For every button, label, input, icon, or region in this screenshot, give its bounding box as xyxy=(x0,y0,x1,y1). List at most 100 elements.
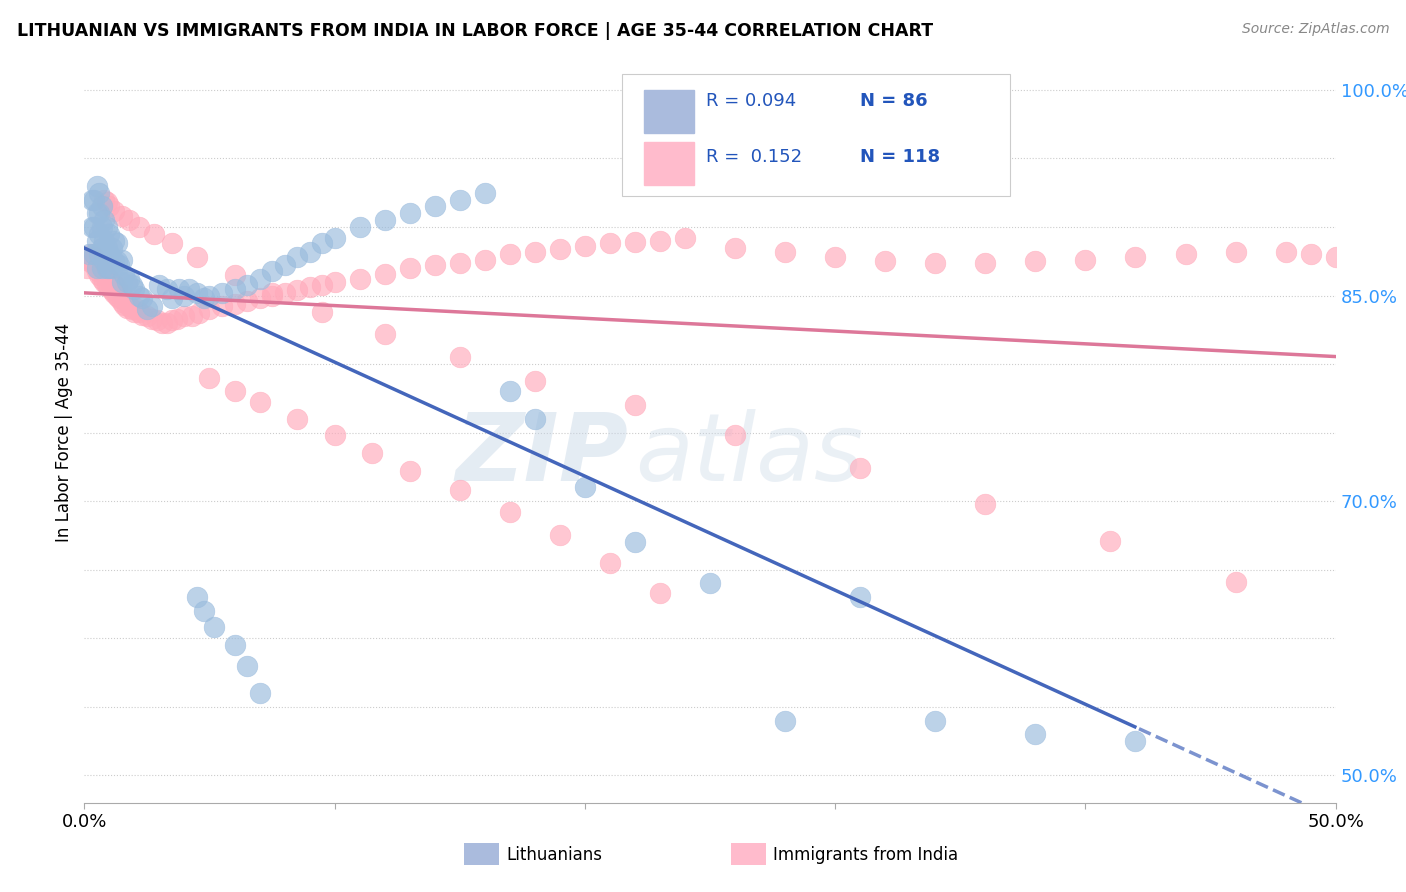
Point xyxy=(523,244,546,259)
Point xyxy=(673,231,696,245)
Point xyxy=(298,244,321,259)
Point xyxy=(103,203,125,218)
Point xyxy=(374,267,396,281)
Point xyxy=(211,300,233,314)
Point xyxy=(86,261,108,276)
Point xyxy=(83,250,105,264)
Point xyxy=(89,268,111,282)
Point xyxy=(128,219,150,234)
Point xyxy=(648,586,671,600)
Point xyxy=(121,302,143,317)
Point xyxy=(86,178,108,193)
Point xyxy=(523,374,546,388)
Point xyxy=(98,247,121,261)
Point xyxy=(374,213,396,227)
Point xyxy=(974,255,997,269)
Point xyxy=(103,254,125,268)
Point xyxy=(141,311,163,326)
Point xyxy=(105,280,128,294)
Point xyxy=(1099,533,1122,548)
Point xyxy=(166,311,188,326)
Point xyxy=(103,285,125,300)
Point xyxy=(83,193,105,207)
Point xyxy=(169,282,191,296)
Point xyxy=(285,412,308,426)
Point xyxy=(111,209,134,223)
Point xyxy=(80,254,103,268)
Point xyxy=(105,288,128,302)
Point xyxy=(1174,247,1197,261)
Point xyxy=(249,272,271,286)
Point xyxy=(311,277,333,292)
Point xyxy=(111,295,134,310)
Point xyxy=(96,277,118,292)
Point xyxy=(323,428,346,442)
Point xyxy=(93,213,115,227)
Point xyxy=(156,316,179,330)
Point xyxy=(141,300,163,314)
Point xyxy=(105,236,128,251)
Text: R = 0.094: R = 0.094 xyxy=(706,92,797,110)
Point xyxy=(249,291,271,305)
Text: N = 86: N = 86 xyxy=(860,92,928,110)
Point xyxy=(198,371,221,385)
Point xyxy=(101,275,124,289)
Point xyxy=(474,186,496,200)
Point xyxy=(98,272,121,286)
Point xyxy=(96,269,118,284)
Point xyxy=(204,620,226,634)
Point xyxy=(624,535,647,549)
Point xyxy=(80,219,103,234)
Text: Immigrants from India: Immigrants from India xyxy=(773,846,959,863)
Text: R =  0.152: R = 0.152 xyxy=(706,147,803,166)
Point xyxy=(79,254,101,268)
Point xyxy=(224,384,246,399)
Point xyxy=(624,235,647,249)
Point xyxy=(1024,727,1046,741)
Point xyxy=(118,272,141,286)
Point xyxy=(262,288,284,302)
Point xyxy=(499,505,522,519)
Point xyxy=(398,261,420,276)
Point xyxy=(173,288,195,302)
Point xyxy=(128,288,150,302)
Point xyxy=(449,255,471,269)
Point xyxy=(193,291,215,305)
Point xyxy=(160,236,183,251)
Point xyxy=(1225,575,1247,590)
Bar xyxy=(644,90,693,133)
Point xyxy=(108,258,131,272)
Text: Source: ZipAtlas.com: Source: ZipAtlas.com xyxy=(1241,22,1389,37)
Point xyxy=(124,282,146,296)
Point xyxy=(298,280,321,294)
Point xyxy=(108,291,131,305)
Point xyxy=(249,395,271,409)
Point xyxy=(156,282,179,296)
Point xyxy=(724,240,747,254)
Point xyxy=(111,287,134,301)
Point xyxy=(699,576,721,591)
Point xyxy=(121,277,143,292)
Point xyxy=(548,528,571,542)
Point xyxy=(423,258,446,272)
Point xyxy=(89,186,111,200)
Point xyxy=(323,231,346,245)
Point xyxy=(574,239,596,253)
Point xyxy=(474,252,496,267)
Point xyxy=(118,213,141,227)
Point xyxy=(273,258,295,272)
Point xyxy=(128,305,150,319)
Point xyxy=(111,275,134,289)
Point xyxy=(115,275,138,289)
FancyBboxPatch shape xyxy=(623,73,1011,195)
Point xyxy=(90,219,112,234)
Point xyxy=(224,268,246,282)
Point xyxy=(83,247,105,261)
Point xyxy=(93,267,115,281)
Point xyxy=(188,306,211,320)
Point xyxy=(311,236,333,251)
Point xyxy=(146,313,169,327)
Point xyxy=(236,293,259,308)
Point xyxy=(224,638,246,652)
Point xyxy=(103,234,125,248)
